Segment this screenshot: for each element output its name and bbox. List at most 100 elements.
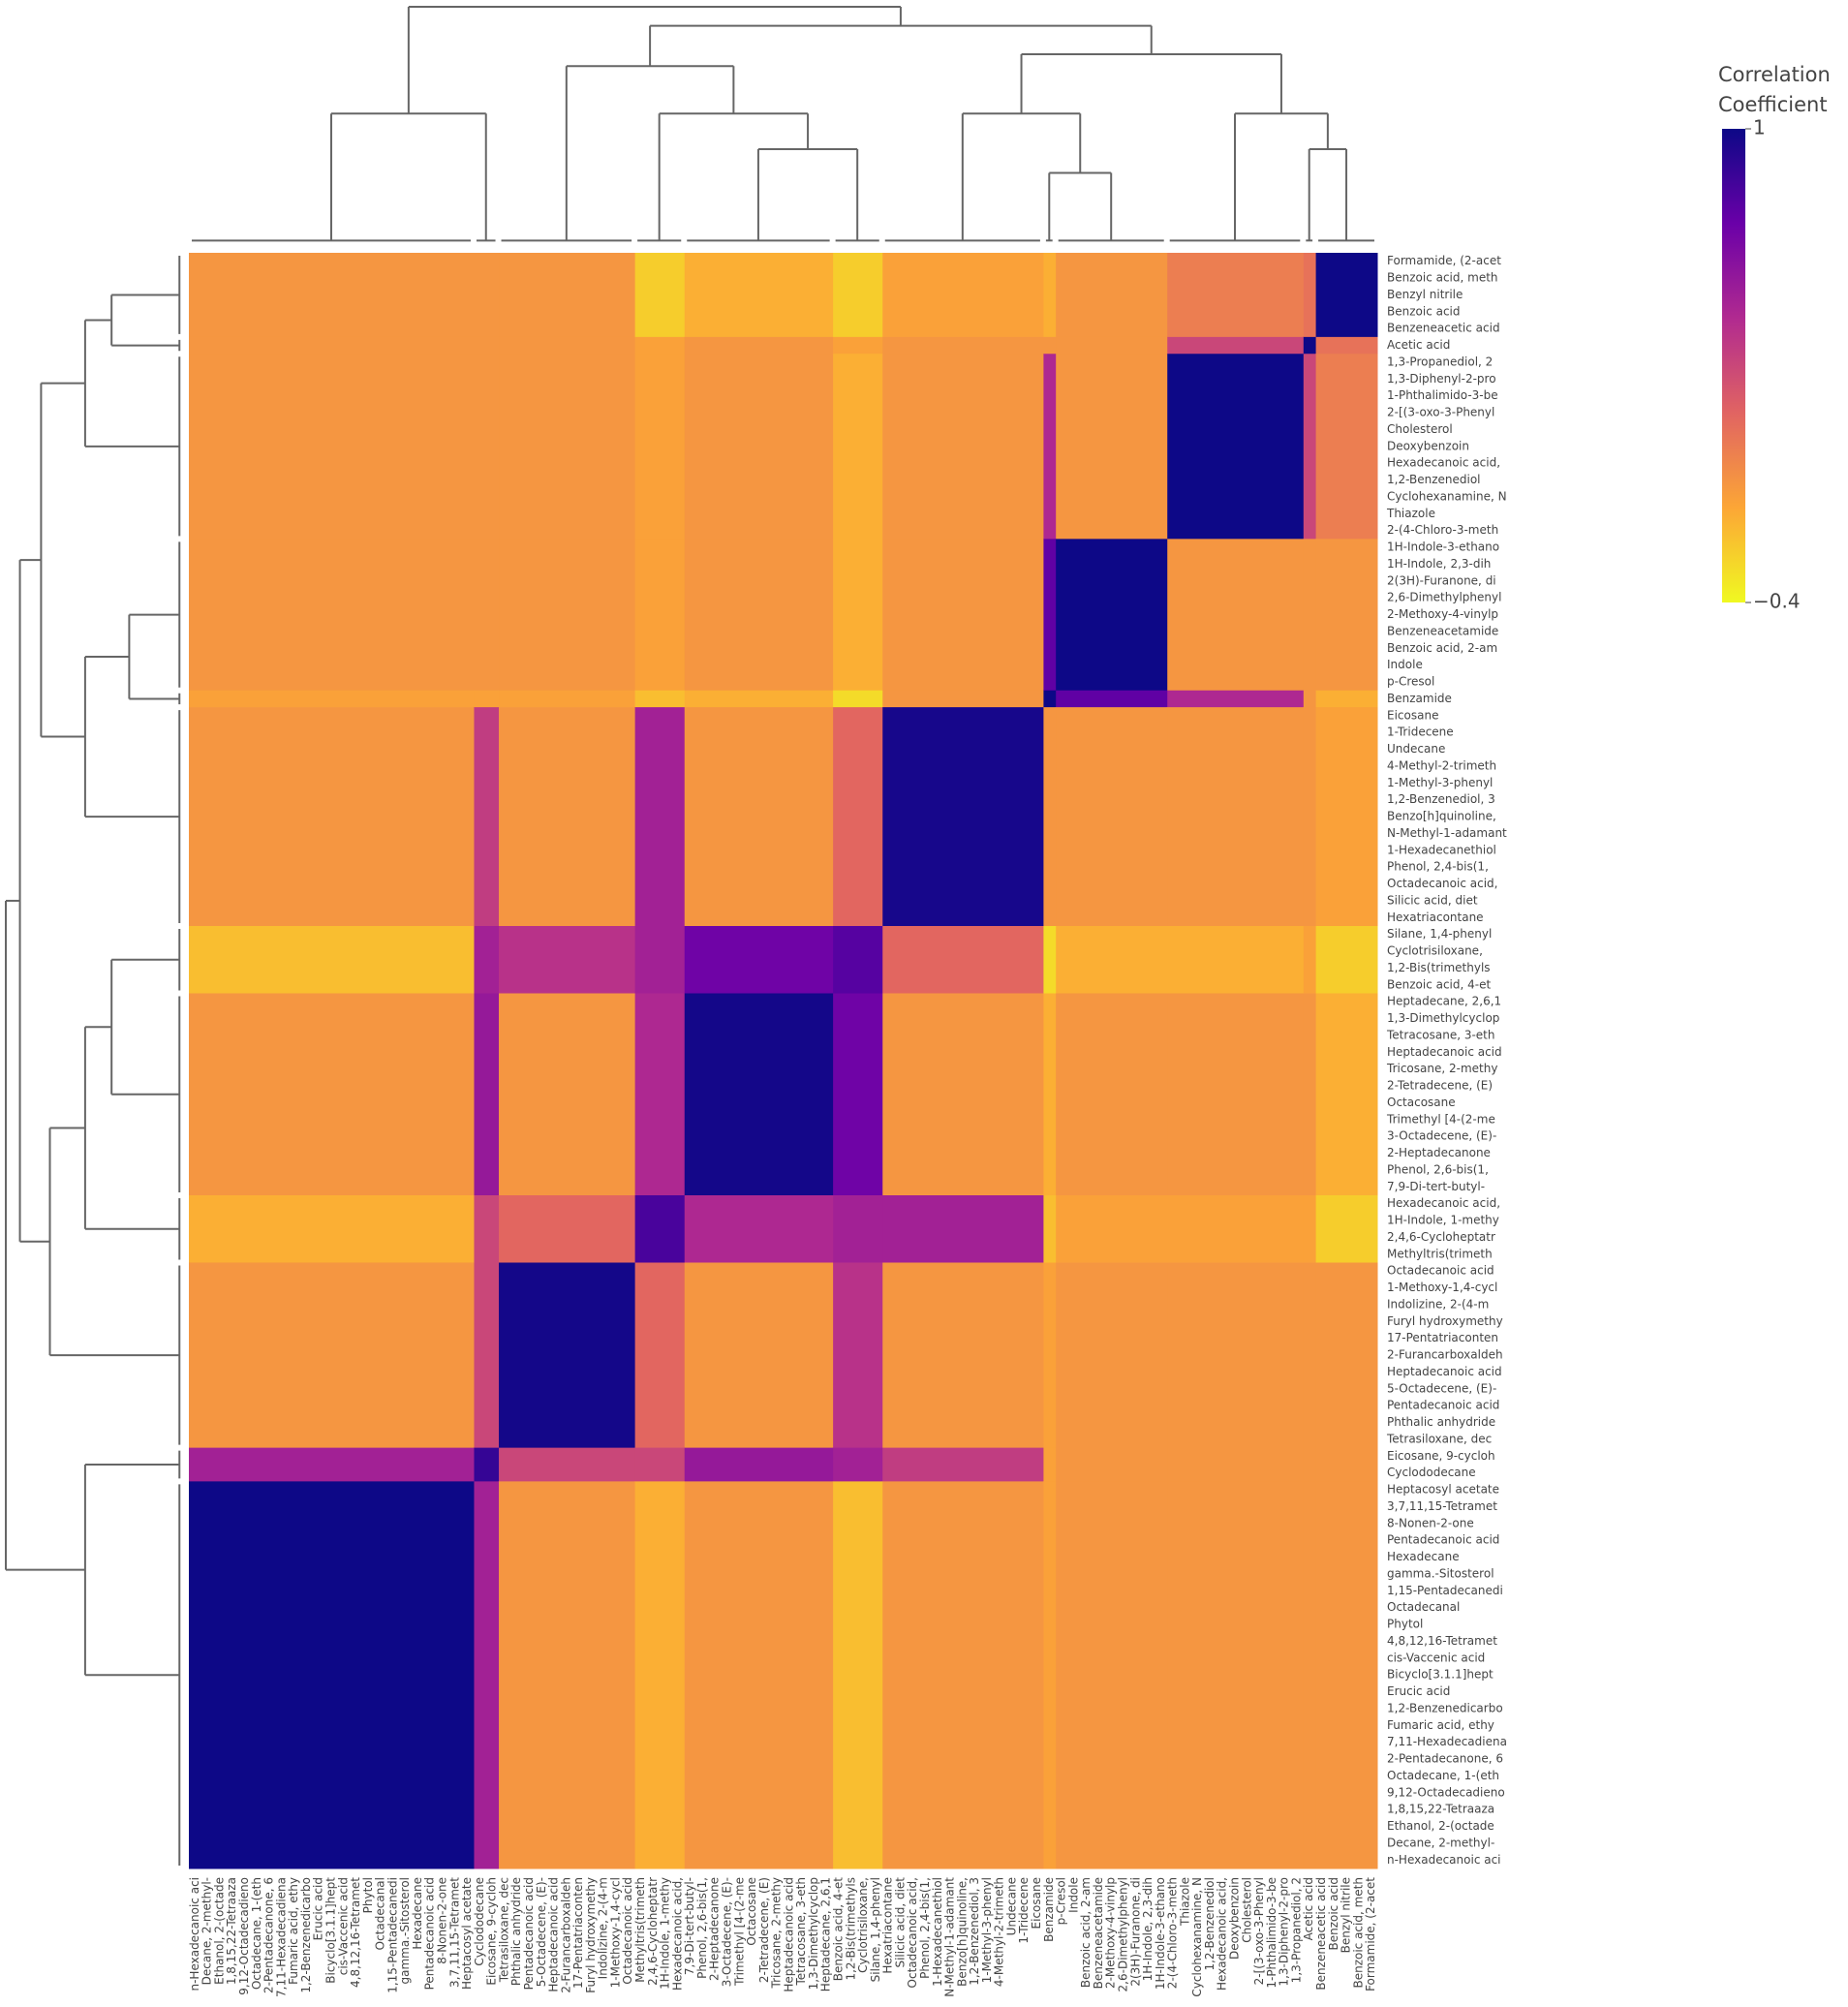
row-label: 8-Nonen-2-one [1387,1516,1474,1529]
heatmap-block [634,253,685,338]
heatmap-block [498,690,635,708]
dendrogram [5,6,1374,1866]
row-label: Benzeneacetamide [1387,624,1498,637]
column-label: Eicosane, 9-cycloh [485,1877,499,1986]
heatmap-block [684,690,834,708]
row-label: Deoxybenzoin [1387,439,1469,452]
heatmap-block [1042,1195,1057,1263]
row-label: 1,2-Benzenediol, 3 [1387,792,1495,806]
heatmap-block [881,926,1044,994]
heatmap-block [189,539,475,692]
heatmap-block [1042,539,1057,692]
heatmap-block [1303,1447,1316,1482]
column-label: Ethanol, 2-(octade [212,1877,226,1985]
column-label: Hexadecane [411,1877,424,1950]
colorbar [1722,129,1745,602]
heatmap-block [832,993,883,1196]
heatmap-block [832,253,883,338]
heatmap-block [684,354,834,540]
heatmap-block [684,1262,834,1449]
row-label: 4-Methyl-2-trimeth [1387,758,1496,772]
heatmap-block [189,926,475,994]
column-label: Octadecanal [374,1877,387,1950]
row-label: Heptacosyl acetate [1387,1483,1499,1497]
row-label: Octadecanal [1387,1600,1460,1614]
column-label: Indolizine, 2-(4-m [597,1877,610,1979]
column-label: Acetic acid [1302,1877,1315,1940]
column-label: 7,9-Di-tert-butyl- [683,1877,696,1975]
row-label: Octadecanoic acid, [1387,877,1497,890]
heatmap-block [189,993,475,1196]
column-label: 2-Methoxy-4-vinylp [1104,1877,1118,1989]
row-label: Octadecane, 1-(eth [1387,1769,1499,1782]
row-label: Phytol [1387,1618,1423,1631]
heatmap-block [1303,1262,1316,1449]
row-label: 4,8,12,16-Tetramet [1387,1634,1497,1648]
column-label: Phenol, 2,6-bis(1, [695,1877,709,1979]
heatmap-block [1166,1447,1304,1482]
column-label: Trimethyl [4-(2-me [732,1877,746,1987]
row-label: 1-Methyl-3-phenyl [1387,776,1493,789]
column-label: Eicosane [1030,1877,1043,1929]
column-label: Hexadecanoic acid, [1216,1877,1229,1991]
column-label: Heptadecanoic acid [782,1877,795,1992]
heatmap-block [634,926,685,994]
heatmap-block [1303,539,1316,692]
heatmap-block [1166,354,1304,540]
heatmap-block [1166,707,1304,927]
column-label: Silane, 1,4-phenyl [869,1877,882,1982]
heatmap-block [684,926,834,994]
column-label: Octadecanoic acid, [906,1877,919,1988]
column-label: 1H-Indole, 2,3-dih [1141,1877,1155,1981]
row-label: Formamide, (2-acet [1387,254,1501,267]
row-label: Heptadecanoic acid [1387,1045,1502,1059]
row-label: Octadecanoic acid [1387,1264,1494,1278]
row-label: Thiazole [1386,507,1435,520]
row-label: Phenol, 2,6-bis(1, [1387,1162,1489,1176]
row-label: Phenol, 2,4-bis(1, [1387,860,1489,874]
heatmap-block [634,993,685,1196]
row-label: cis-Vaccenic acid [1387,1651,1485,1664]
row-label: N-Methyl-1-adamant [1387,826,1507,840]
heatmap-block [634,336,685,355]
row-label: Benzoic acid [1387,304,1461,318]
heatmap-block [684,1195,834,1263]
column-label: 8-Nonen-2-one [436,1877,449,1964]
row-label: 1H-Indole, 2,3-dih [1387,557,1491,571]
column-label: Undecane [1004,1877,1018,1935]
column-label: Phthalic anhydride [509,1877,523,1986]
heatmap-block [473,1262,500,1449]
heatmap-block [1055,993,1168,1196]
column-label: Phenol, 2,4-bis(1, [918,1877,932,1979]
column-label: Fumaric acid, ethy [287,1877,300,1985]
row-label: Tetracosane, 3-eth [1386,1028,1495,1041]
column-label: Benzoic acid, 2-am [1079,1877,1093,1988]
heatmap-block [1055,539,1168,692]
heatmap-block [473,354,500,540]
heatmap-block [189,1262,475,1449]
column-label: Benzo[h]quinoline, [955,1877,969,1987]
heatmap-block [473,336,500,355]
heatmap-block [684,253,834,338]
heatmap-block [189,1481,475,1869]
heatmap-block [684,993,834,1196]
heatmap-block [1315,336,1378,355]
column-label: cis-Vaccenic acid [336,1877,350,1975]
row-label: 7,11-Hexadecadiena [1387,1735,1507,1748]
heatmap-block [881,336,1044,355]
heatmap-block [684,707,834,927]
row-label: Eicosane, 9-cycloh [1387,1449,1495,1463]
row-label: Fumaric acid, ethy [1387,1718,1494,1732]
heatmap-block [1315,993,1378,1196]
column-label: Benzoic acid, 4-et [832,1877,846,1981]
heatmap-block [832,1195,883,1263]
column-label: 2-Furancarboxaldeh [559,1877,572,1993]
heatmap-block [189,707,475,927]
column-label: n-Hexadecanoic aci [188,1877,201,1992]
row-label: Methyltris(trimeth [1387,1247,1493,1260]
heatmap-block [832,336,883,355]
column-label: 9,12-Octadecadieno [237,1877,251,1995]
heatmap-block [1042,253,1057,338]
heatmap-block [1315,1481,1378,1869]
heatmap-block [881,690,1044,708]
